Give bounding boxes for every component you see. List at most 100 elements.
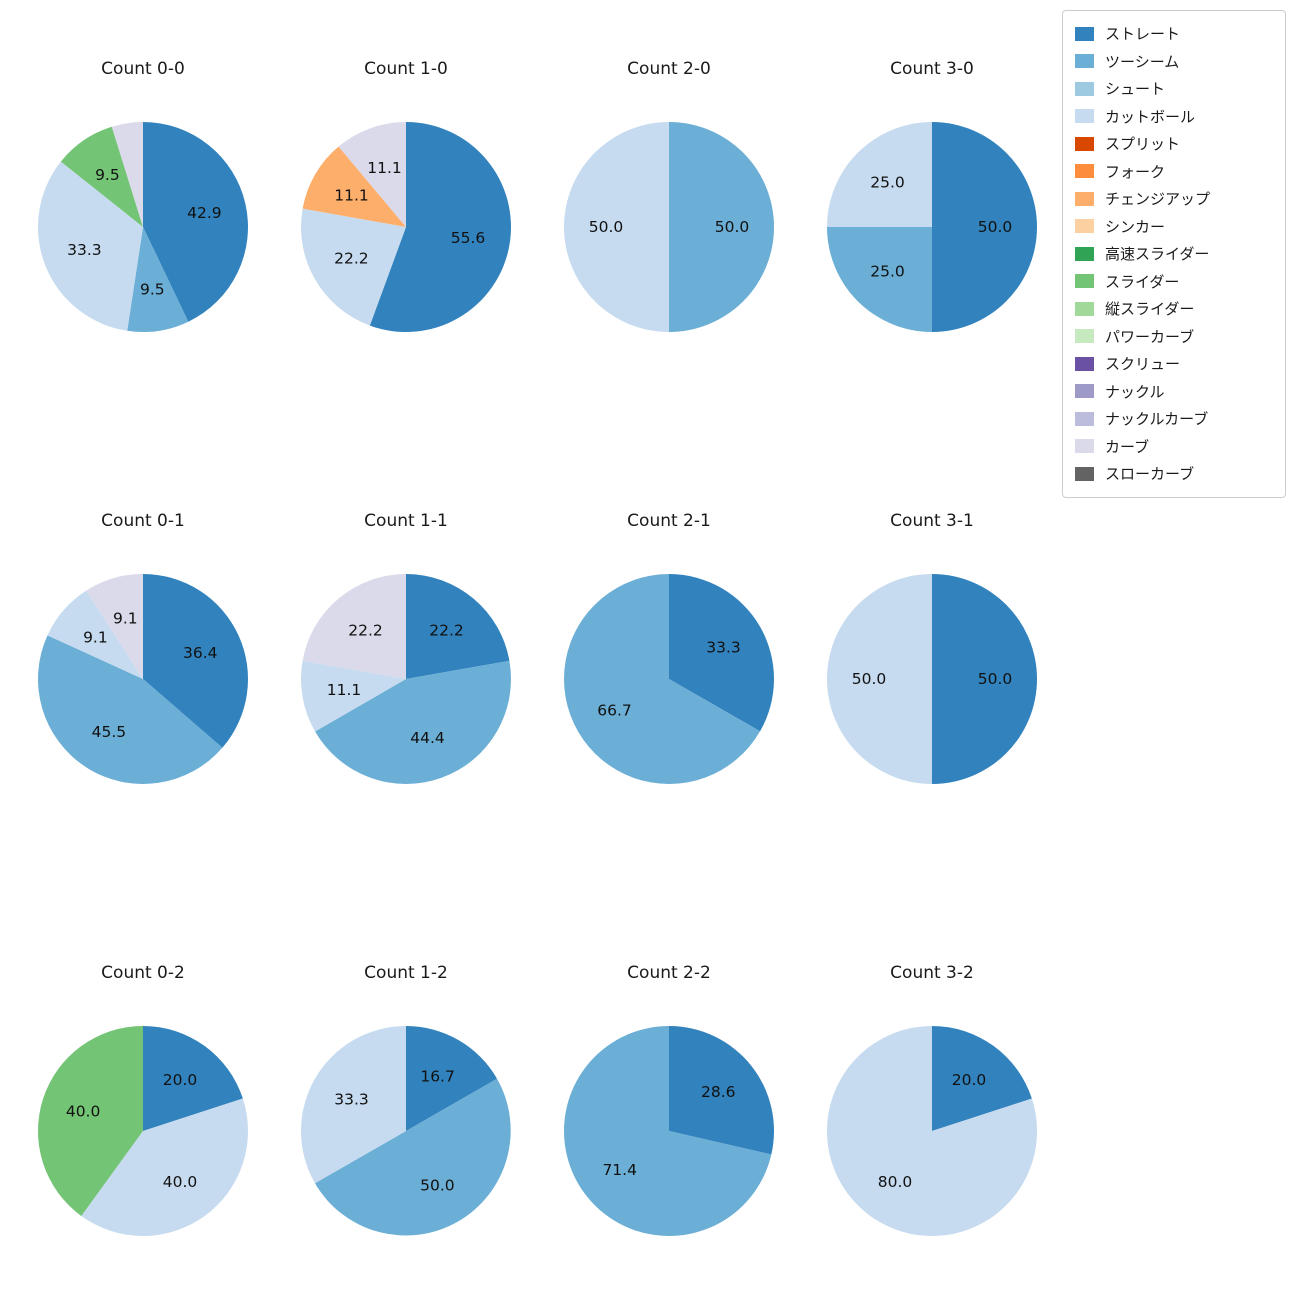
pie-chart-count-1-1: 22.2 44.4 11.1 22.2 [301, 574, 511, 784]
pie-percentage-label: 9.5 [95, 166, 120, 184]
legend-item: フォーク [1075, 158, 1273, 186]
pie-slice-ツーシーム [314, 1078, 511, 1236]
pitch-type-legend: ストレート ツーシーム シュート カットボール スプリット フォーク チェンジアップ シンカー… [1062, 10, 1286, 498]
legend-label: 縦スライダー [1105, 300, 1195, 319]
chart-title-count-2-2: Count 2-2 [627, 963, 711, 983]
pie-slice-カットボール [827, 574, 932, 784]
pie-percentage-label: 40.0 [66, 1103, 101, 1121]
pie-percentage-label: 33.3 [334, 1090, 369, 1108]
pie-chart-count-2-1: 33.3 66.7 [563, 574, 774, 784]
pie-slice-カットボール [47, 590, 143, 679]
pie-slice-ストレート [406, 1026, 498, 1131]
pie-chart-count-2-2: 28.6 71.4 [564, 1026, 775, 1236]
pie-slice-ストレート [669, 1026, 775, 1155]
pie-chart-count-2-0: 50.0 50.0 [564, 122, 774, 332]
chart-title-count-2-1: Count 2-1 [627, 511, 711, 531]
legend-item: パワーカーブ [1075, 323, 1273, 351]
pie-percentage-label: 9.5 [140, 280, 165, 298]
pie-percentage-label: 9.1 [83, 629, 108, 647]
pie-chart-count-1-2: 16.7 50.0 33.3 [301, 1026, 511, 1236]
pie-slice-カーブ [86, 574, 143, 679]
legend-item: 高速スライダー [1075, 240, 1273, 268]
pie-slice-ストレート [406, 574, 510, 679]
pie-slice-ストレート [932, 574, 1037, 784]
pie-chart-count-0-1: 36.4 45.5 9.1 9.1 [38, 574, 248, 784]
legend-label: ツーシーム [1105, 52, 1180, 71]
legend-label: フォーク [1105, 162, 1166, 181]
legend-color-swatch [1075, 274, 1094, 289]
pie-slice-ツーシーム [669, 122, 774, 332]
pie-cell-count-2-0: Count 2-0 50.0 50.0 [554, 56, 784, 342]
pie-chart-count-3-2: 20.0 80.0 [827, 1026, 1038, 1236]
chart-title-count-1-0: Count 1-0 [364, 59, 448, 79]
legend-item: チェンジアップ [1075, 185, 1273, 213]
legend-color-swatch [1075, 219, 1094, 234]
legend-item: スローカーブ [1075, 460, 1273, 488]
pie-slice-カットボール [827, 122, 932, 227]
legend-item: 縦スライダー [1075, 295, 1273, 323]
legend-color-swatch [1075, 81, 1094, 96]
legend-label: 高速スライダー [1105, 245, 1210, 264]
legend-color-swatch [1075, 411, 1094, 426]
pie-cell-count-0-1: Count 0-1 36.4 45.5 9.1 9.1 [28, 508, 258, 794]
pie-slice-スライダー [37, 1026, 143, 1216]
pie-slice-カットボール [564, 122, 669, 332]
pie-cell-count-3-0: Count 3-0 50.0 25.0 25.0 [817, 56, 1047, 342]
pie-percentage-label: 22.2 [429, 622, 464, 640]
legend-color-swatch [1075, 439, 1094, 454]
legend-label: ストレート [1105, 25, 1181, 44]
pie-slice-カットボール [301, 660, 406, 732]
legend-color-swatch [1075, 246, 1094, 261]
legend-label: スプリット [1105, 135, 1181, 154]
pie-slice-カットボール [827, 1026, 1038, 1236]
legend-color-swatch [1075, 26, 1094, 41]
pie-slice-ストレート [932, 1026, 1032, 1131]
pie-percentage-label: 50.0 [852, 670, 887, 688]
pie-percentage-label: 50.0 [715, 218, 750, 236]
pie-slice-ツーシーム [564, 1026, 772, 1236]
pie-percentage-label: 36.4 [183, 644, 218, 662]
pie-chart-count-1-0: 55.6 22.2 11.1 11.1 [300, 122, 511, 332]
pie-slice-ストレート [932, 122, 1037, 332]
pie-slice-カットボール [38, 161, 143, 331]
pie-slice-ツーシーム [38, 635, 223, 784]
pie-percentage-label: 33.3 [67, 241, 102, 259]
legend-color-swatch [1075, 301, 1094, 316]
legend-item: ナックルカーブ [1075, 405, 1273, 433]
pie-percentage-label: 9.1 [113, 610, 138, 628]
pie-percentage-label: 33.3 [706, 638, 741, 656]
pie-percentage-label: 11.1 [327, 681, 362, 699]
legend-color-swatch [1075, 329, 1094, 344]
pie-percentage-label: 50.0 [420, 1177, 455, 1195]
pie-percentage-label: 71.4 [602, 1161, 637, 1179]
legend-color-swatch [1075, 466, 1094, 481]
legend-item: シュート [1075, 75, 1273, 103]
pie-slice-カットボール [300, 208, 406, 326]
pie-percentage-label: 11.1 [367, 159, 402, 177]
chart-title-count-1-2: Count 1-2 [364, 963, 448, 983]
legend-item: ツーシーム [1075, 48, 1273, 76]
pie-percentage-label: 16.7 [420, 1068, 455, 1086]
pie-cell-count-1-2: Count 1-2 16.7 50.0 33.3 [291, 960, 521, 1246]
pie-percentage-label: 45.5 [92, 723, 127, 741]
legend-color-swatch [1075, 384, 1094, 399]
chart-title-count-3-1: Count 3-1 [890, 511, 974, 531]
pie-slice-カーブ [111, 122, 143, 227]
pie-slice-カーブ [302, 574, 406, 679]
legend-label: スライダー [1105, 272, 1180, 291]
pie-cell-count-1-0: Count 1-0 55.6 22.2 11.1 11.1 [291, 56, 521, 342]
pie-percentage-label: 42.9 [187, 204, 222, 222]
legend-label: スローカーブ [1105, 465, 1195, 484]
legend-color-swatch [1075, 54, 1094, 69]
chart-title-count-0-2: Count 0-2 [101, 963, 185, 983]
legend-label: チェンジアップ [1105, 190, 1211, 209]
legend-item: スクリュー [1075, 350, 1273, 378]
pie-percentage-label: 25.0 [870, 174, 905, 192]
chart-title-count-2-0: Count 2-0 [627, 59, 711, 79]
legend-item: ナックル [1075, 378, 1273, 406]
pie-percentage-label: 22.2 [348, 622, 383, 640]
chart-title-count-3-2: Count 3-2 [890, 963, 974, 983]
legend-label: パワーカーブ [1105, 327, 1195, 346]
pie-chart-count-0-0: 42.9 9.5 33.3 9.5 [38, 122, 248, 332]
